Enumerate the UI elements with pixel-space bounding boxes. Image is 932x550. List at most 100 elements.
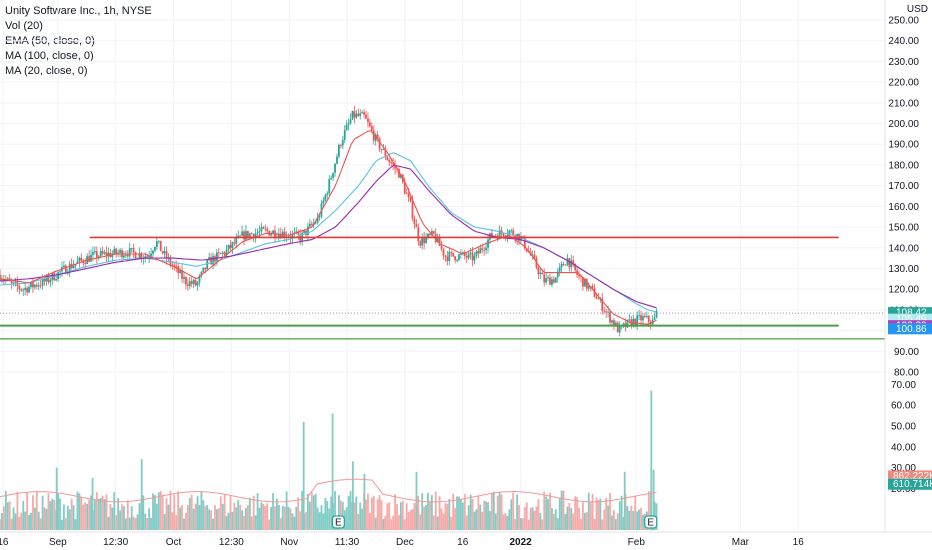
volume-bar — [576, 497, 579, 530]
volume-bar — [53, 500, 56, 530]
candle-body — [188, 281, 191, 286]
volume-bar — [473, 511, 476, 530]
volume-bar — [186, 504, 189, 530]
candle-body — [382, 149, 385, 151]
badge-text: 862.222K — [893, 471, 932, 482]
volume-bar — [599, 498, 602, 530]
candle-body — [582, 277, 584, 287]
badge-text: 105.49 — [896, 314, 927, 325]
legend-ma20-indicator[interactable]: MA (20, close, 0) — [5, 65, 88, 77]
legend-symbol-title[interactable]: Unity Software Inc., 1h, NYSE — [5, 5, 152, 17]
volume-bar — [587, 492, 590, 530]
time-axis[interactable]: 16 Sep 12:30 Oct 12:30 Nov 11:30 Dec 16 2022 Feb Ma… — [0, 531, 932, 548]
volume-bar — [281, 506, 284, 530]
volume-bar — [258, 507, 261, 530]
candle-body — [39, 285, 42, 287]
candle-body — [250, 233, 253, 235]
volume-bar — [291, 513, 294, 530]
volume-bar — [613, 510, 615, 530]
volume-bar — [84, 502, 87, 530]
candle-body — [502, 233, 505, 237]
price-axis[interactable]: USD80.0090.00100.00110.00120.00130.00140… — [884, 0, 928, 532]
candle-body — [324, 194, 327, 201]
volume-bar — [130, 506, 133, 530]
volume-bar — [223, 493, 226, 530]
earnings-marker-box — [331, 515, 346, 529]
volume-bar — [365, 499, 367, 530]
legend-ma100-indicator[interactable]: MA (100, close, 0) — [5, 50, 94, 62]
volume-bar — [283, 506, 286, 530]
candle-body — [647, 315, 650, 322]
volume-bar — [489, 511, 491, 530]
volume-spike — [55, 467, 58, 530]
volume-bar — [392, 515, 395, 530]
volume-bar — [49, 501, 52, 530]
candle-body — [59, 271, 61, 273]
volume-bar — [570, 508, 573, 530]
candle-body — [80, 257, 83, 261]
candle-body — [556, 271, 559, 278]
volume-bar — [430, 494, 433, 530]
volume-bar — [539, 512, 542, 530]
volume-bar — [494, 513, 497, 530]
candle-body — [580, 276, 582, 278]
volume-bar — [250, 516, 253, 530]
volume-bar — [90, 495, 92, 530]
candle-body — [72, 265, 75, 269]
candle-body — [367, 118, 369, 123]
volume-bar — [285, 491, 288, 530]
candle-body — [248, 233, 251, 238]
volume-bar — [475, 509, 478, 530]
volume-bar — [413, 502, 416, 530]
volume-bar — [491, 493, 493, 530]
volume-bar — [277, 505, 280, 530]
candle-body — [636, 315, 639, 325]
horizontal-levels[interactable] — [0, 236, 885, 340]
volume-bar — [272, 493, 274, 530]
volume-bar — [235, 507, 238, 530]
volume-bar — [417, 495, 420, 530]
candle-body — [461, 252, 464, 254]
volume-bar — [175, 515, 178, 530]
candle-body — [545, 278, 548, 283]
volume-bar — [390, 519, 393, 530]
badge-background — [888, 323, 932, 335]
volume-bars — [0, 390, 658, 530]
volume-bar — [308, 501, 311, 530]
candle-body — [130, 248, 133, 249]
candle-body — [469, 252, 472, 254]
volume-bar — [66, 505, 69, 530]
candle-body — [549, 277, 551, 285]
volume-bar — [310, 492, 313, 530]
volume-bar — [578, 507, 580, 530]
candle-body — [310, 223, 313, 225]
candle-body — [314, 222, 317, 224]
volume-bar — [179, 507, 182, 530]
candle-body — [316, 217, 319, 223]
candle-body — [359, 113, 362, 116]
volume-bar — [504, 513, 507, 530]
volume-bar — [287, 506, 290, 530]
candle-body — [204, 267, 207, 270]
candle-body — [479, 248, 482, 254]
legend-volume-indicator[interactable]: Vol (20) — [5, 20, 43, 32]
candle-body — [520, 236, 522, 241]
candle-body — [322, 200, 325, 204]
volume-bar — [45, 508, 48, 530]
volume-bar — [4, 490, 7, 530]
candle-body — [229, 244, 232, 249]
volume-bar — [20, 512, 23, 530]
volume-bar — [33, 507, 36, 530]
candle-body — [653, 317, 656, 320]
candle-body — [326, 193, 329, 195]
volume-bar — [597, 500, 600, 530]
candle-body — [613, 320, 615, 327]
volume-bar — [307, 493, 309, 530]
time-tick-label: Nov — [280, 537, 298, 548]
volume-bar — [508, 509, 511, 530]
candle-body — [291, 233, 294, 238]
candle-body — [74, 263, 77, 266]
volume-bar — [134, 518, 137, 530]
